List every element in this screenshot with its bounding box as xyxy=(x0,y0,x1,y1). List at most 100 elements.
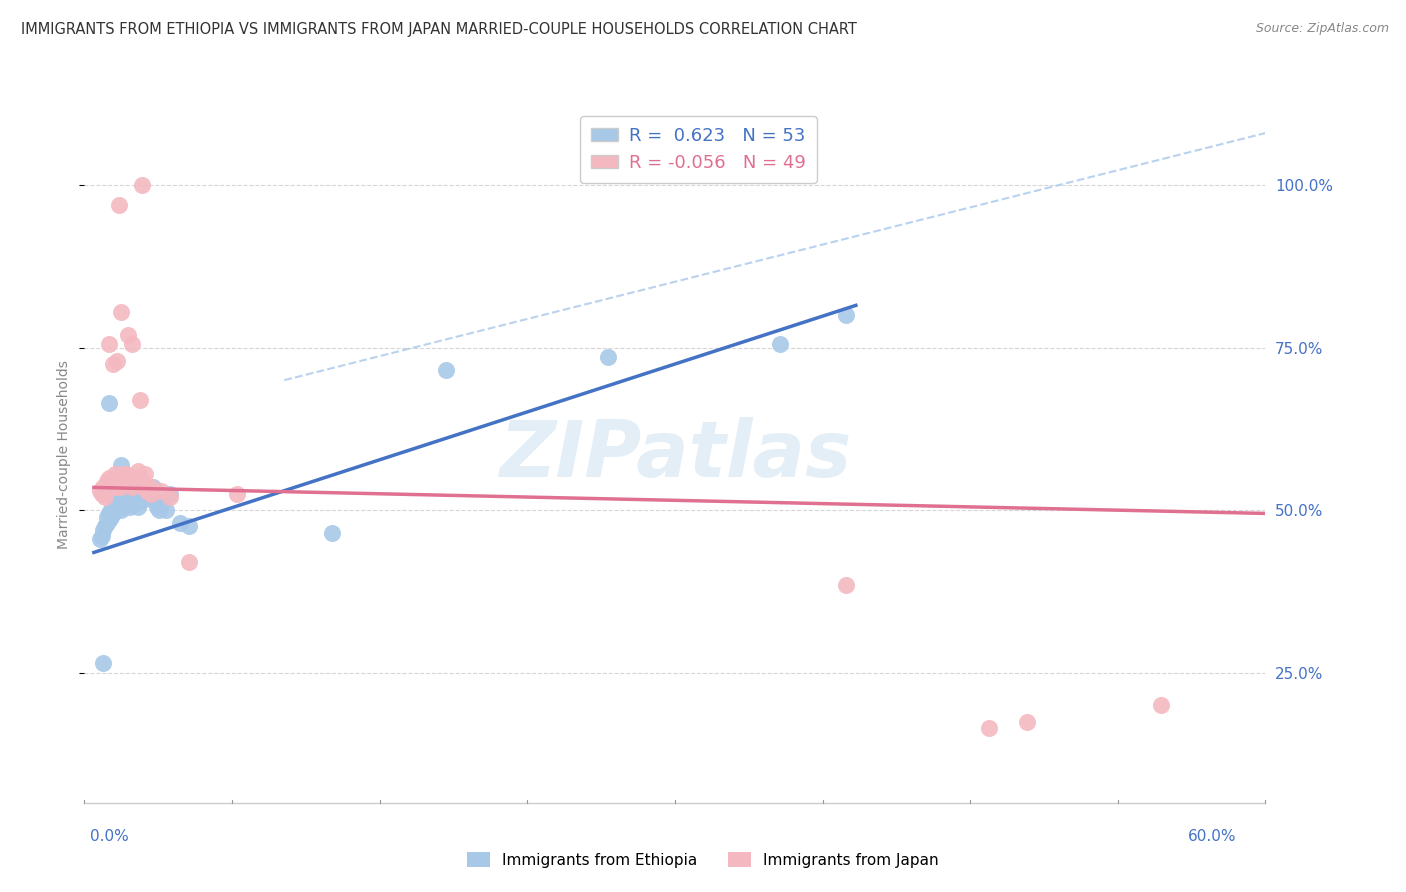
Point xyxy=(107,197,129,211)
Point xyxy=(128,493,150,508)
Point xyxy=(101,357,124,371)
Point xyxy=(112,497,135,511)
Point xyxy=(101,500,124,514)
Point xyxy=(122,497,145,511)
Point xyxy=(149,497,172,511)
Point xyxy=(131,178,153,192)
Point xyxy=(225,487,247,501)
Point xyxy=(107,493,129,508)
Point xyxy=(101,474,124,488)
Point xyxy=(169,516,191,531)
Point xyxy=(110,497,132,511)
Point xyxy=(434,363,457,377)
Point xyxy=(98,396,121,410)
Point xyxy=(96,477,118,491)
Point xyxy=(98,513,121,527)
Point xyxy=(127,500,149,514)
Point xyxy=(598,351,620,365)
Text: Source: ZipAtlas.com: Source: ZipAtlas.com xyxy=(1256,22,1389,36)
Point xyxy=(94,490,117,504)
Point xyxy=(835,308,858,322)
Point xyxy=(89,483,111,498)
Point xyxy=(321,525,343,540)
Point xyxy=(107,471,129,485)
Point xyxy=(979,721,1001,735)
Y-axis label: Married-couple Households: Married-couple Households xyxy=(56,360,70,549)
Point xyxy=(139,480,162,494)
Point xyxy=(139,487,162,501)
Point xyxy=(98,507,121,521)
Point xyxy=(104,497,127,511)
Text: 60.0%: 60.0% xyxy=(1188,829,1237,844)
Point xyxy=(1017,714,1039,729)
Point xyxy=(159,487,181,501)
Legend: Immigrants from Ethiopia, Immigrants from Japan: Immigrants from Ethiopia, Immigrants fro… xyxy=(460,844,946,875)
Point xyxy=(110,503,132,517)
Point xyxy=(101,480,124,494)
Point xyxy=(131,474,153,488)
Point xyxy=(142,480,165,494)
Point xyxy=(155,503,177,517)
Point xyxy=(134,487,156,501)
Point xyxy=(94,519,117,533)
Point xyxy=(105,500,128,514)
Point xyxy=(145,500,167,514)
Point xyxy=(132,480,155,494)
Point xyxy=(110,480,132,494)
Point xyxy=(104,503,127,517)
Point xyxy=(132,493,155,508)
Point xyxy=(148,503,170,517)
Point xyxy=(89,533,111,547)
Point xyxy=(117,327,139,342)
Point xyxy=(769,337,792,351)
Point xyxy=(121,493,143,508)
Point xyxy=(98,480,121,494)
Point xyxy=(98,471,121,485)
Point xyxy=(127,464,149,478)
Point xyxy=(105,353,128,368)
Text: 0.0%: 0.0% xyxy=(90,829,129,844)
Point xyxy=(139,490,162,504)
Point xyxy=(159,490,181,504)
Legend: R =  0.623   N = 53, R = -0.056   N = 49: R = 0.623 N = 53, R = -0.056 N = 49 xyxy=(581,116,817,183)
Point xyxy=(111,490,134,504)
Point xyxy=(96,516,118,531)
Point xyxy=(100,509,122,524)
Point xyxy=(128,477,150,491)
Point xyxy=(100,503,122,517)
Point xyxy=(107,500,129,514)
Point xyxy=(117,497,139,511)
Point xyxy=(112,474,135,488)
Point xyxy=(120,477,142,491)
Point xyxy=(110,458,132,472)
Point xyxy=(121,337,143,351)
Point xyxy=(96,474,118,488)
Point xyxy=(93,523,115,537)
Point xyxy=(121,480,143,494)
Point xyxy=(105,480,128,494)
Point xyxy=(98,337,121,351)
Point xyxy=(104,467,127,482)
Point xyxy=(125,471,148,485)
Point xyxy=(101,507,124,521)
Point xyxy=(110,305,132,319)
Point xyxy=(125,490,148,504)
Point xyxy=(105,477,128,491)
Point xyxy=(128,392,150,407)
Point xyxy=(93,480,115,494)
Point xyxy=(1149,698,1171,713)
Point xyxy=(136,490,159,504)
Point xyxy=(117,474,139,488)
Point xyxy=(90,529,112,543)
Point xyxy=(111,467,134,482)
Point xyxy=(122,474,145,488)
Point xyxy=(131,490,153,504)
Point xyxy=(100,474,122,488)
Point xyxy=(136,483,159,498)
Point xyxy=(96,509,118,524)
Text: IMMIGRANTS FROM ETHIOPIA VS IMMIGRANTS FROM JAPAN MARRIED-COUPLE HOUSEHOLDS CORR: IMMIGRANTS FROM ETHIOPIA VS IMMIGRANTS F… xyxy=(21,22,858,37)
Point xyxy=(100,477,122,491)
Point xyxy=(115,467,138,482)
Text: ZIPatlas: ZIPatlas xyxy=(499,417,851,493)
Point xyxy=(93,656,115,670)
